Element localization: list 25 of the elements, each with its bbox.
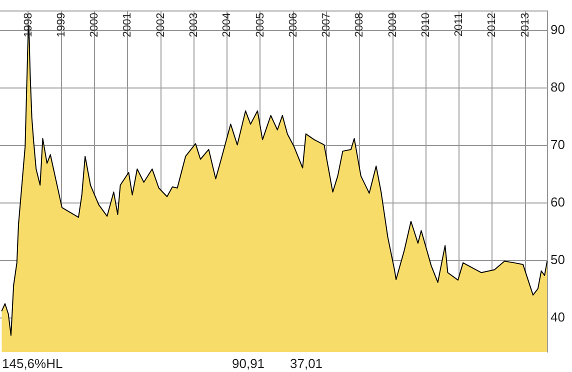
x-tick-label: 2011 (453, 12, 466, 36)
x-tick-label: 2010 (420, 12, 432, 38)
x-tick-label: 1999 (55, 12, 68, 38)
x-tick-label: 2000 (88, 12, 100, 38)
y-tick-label: 70 (550, 137, 566, 152)
x-tick-label: 2009 (386, 12, 399, 38)
y-tick-label: 80 (550, 79, 566, 94)
x-tick-label: 2005 (254, 12, 266, 38)
y-tick-label: 60 (550, 194, 566, 210)
x-tick-label: 2006 (287, 12, 300, 38)
x-tick-label: 2013 (519, 12, 532, 38)
x-tick-label: 2003 (188, 12, 200, 38)
x-tick-label: 2001 (122, 12, 134, 38)
x-tick-label: 2004 (221, 12, 234, 38)
x-tick-label: 1998 (22, 12, 34, 38)
y-tick-label: 90 (550, 22, 566, 37)
text: 145,6%HL (2, 356, 63, 371)
y-tick-label: 40 (550, 310, 566, 325)
x-tick-label: 2007 (320, 12, 333, 38)
text: 90,91 (232, 356, 265, 371)
x-tick-label: 2008 (354, 12, 366, 38)
x-tick-label: 2002 (154, 12, 167, 38)
y-tick-label: 50 (550, 252, 566, 268)
x-tick-label: 2012 (486, 12, 498, 38)
text: 37,01 (290, 356, 323, 371)
